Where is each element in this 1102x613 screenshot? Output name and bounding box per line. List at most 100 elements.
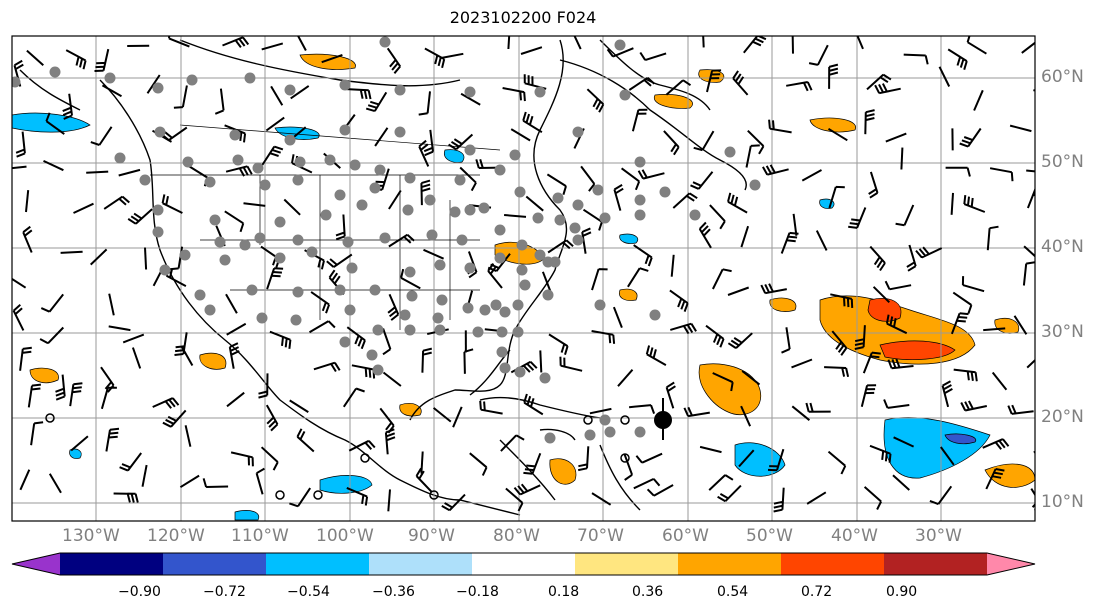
wind-barb-icon <box>900 147 904 170</box>
station-dot-icon <box>552 192 564 204</box>
station-dot-icon <box>619 89 631 101</box>
wind-barb-icon <box>862 351 881 374</box>
lon-label: 30°W <box>915 526 962 546</box>
wind-barb-icon <box>986 225 999 251</box>
wind-barb-icon <box>291 154 313 174</box>
station-dot-icon <box>434 324 446 336</box>
lon-label: 50°W <box>746 526 793 546</box>
station-dot-icon <box>499 362 511 374</box>
wind-barb-icon <box>94 48 110 72</box>
wind-barb-icon <box>40 293 64 313</box>
lon-label: 120°W <box>147 526 205 546</box>
wind-barb-icon <box>1013 315 1028 335</box>
wind-barb-icon <box>1026 187 1035 209</box>
wind-barb-icon <box>452 406 463 428</box>
station-dot-icon <box>366 349 378 361</box>
wind-barb-icon <box>893 436 915 448</box>
wind-barb-icon <box>903 53 929 65</box>
wind-barb-icon <box>43 159 64 172</box>
wind-barb-icon <box>346 88 372 100</box>
wind-barb-icon <box>507 36 511 50</box>
wind-barb-icon <box>418 91 431 116</box>
lon-label: 40°W <box>831 526 878 546</box>
station-dot-icon <box>274 252 286 264</box>
wind-barb-icon <box>465 251 478 279</box>
wind-barb-icon <box>706 69 722 93</box>
lat-label: 60°N <box>1041 67 1084 87</box>
wind-barb-icon <box>384 428 396 455</box>
wind-barb-icon <box>418 139 430 167</box>
wind-barb-icon <box>747 129 765 155</box>
wind-barb-icon <box>884 280 912 291</box>
wind-barb-icon <box>131 347 142 369</box>
wind-barb-icon <box>791 36 795 54</box>
wind-barb-icon <box>326 253 353 268</box>
colorbar-segment <box>163 553 267 575</box>
station-dot-icon <box>432 312 444 324</box>
wind-barb-icon <box>289 399 309 413</box>
wind-barb-icon <box>854 325 866 350</box>
wind-barb-icon <box>915 246 943 259</box>
colorbar-tick: 0.18 <box>548 584 580 600</box>
wind-barb-icon <box>982 438 1010 450</box>
wind-barb-icon <box>546 173 567 195</box>
wind-barb-icon <box>868 171 879 199</box>
wind-barb-icon <box>243 202 266 207</box>
wind-barb-icon <box>863 486 882 510</box>
wind-barb-icon <box>374 127 389 147</box>
wind-barb-icon <box>423 129 434 157</box>
station-dot-icon <box>214 236 226 248</box>
wind-barb-icon <box>1023 245 1035 258</box>
wind-barb-icon <box>224 210 245 233</box>
station-dot-icon <box>494 224 506 236</box>
wind-barb-icon <box>90 126 113 146</box>
station-dot-icon <box>49 66 61 78</box>
station-dot-icon <box>204 176 216 188</box>
wind-barb-icon <box>760 283 787 295</box>
station-dot-icon <box>369 284 381 296</box>
wind-barb-icon <box>420 179 431 206</box>
wind-barb-icon <box>848 207 867 229</box>
station-dot-icon <box>572 199 584 211</box>
station-dot-icon <box>516 264 528 276</box>
wind-barb-icon <box>180 345 194 366</box>
station-dot-icon <box>464 262 476 274</box>
wind-barb-icon <box>768 119 792 134</box>
station-dot-icon <box>424 194 436 206</box>
wind-barb-icon <box>591 330 616 344</box>
wind-barb-icon <box>827 450 847 475</box>
wind-barb-icon <box>70 435 89 452</box>
station-dot-icon <box>449 206 461 218</box>
wind-barb-icon <box>65 49 87 70</box>
wind-barb-icon <box>709 204 726 230</box>
station-dot-icon <box>372 324 384 336</box>
wind-barb-icon <box>258 373 269 399</box>
wind-barb-icon <box>260 446 279 471</box>
wind-barb-icon <box>108 293 115 316</box>
station-dot-icon <box>599 414 611 426</box>
station-dot-icon <box>394 126 406 138</box>
wind-barb-icon <box>950 192 954 215</box>
wind-barb-icon <box>448 133 474 151</box>
station-dot-icon <box>219 254 231 266</box>
station-dot-icon <box>634 426 646 438</box>
wind-barb-icon <box>270 85 284 106</box>
colorbar-tick: 0.54 <box>717 584 749 600</box>
station-dot-icon <box>634 156 646 168</box>
station-dot-icon <box>284 134 296 146</box>
wind-barb-icon <box>828 185 845 209</box>
station-dot-icon <box>182 156 194 168</box>
wind-barb-icon <box>173 85 188 109</box>
wind-barb-icon <box>577 446 590 472</box>
station-dot-icon <box>342 236 354 248</box>
wind-barb-icon <box>15 131 26 158</box>
wind-barb-icon <box>945 166 971 177</box>
wind-barb-icon <box>523 74 547 90</box>
wind-barb-icon <box>335 214 346 241</box>
wind-barb-icon <box>141 464 148 487</box>
wind-barb-icon <box>22 225 33 253</box>
station-dot-icon <box>534 86 546 98</box>
wind-barb-icon <box>740 405 752 427</box>
wind-barb-icon <box>805 402 831 413</box>
lon-label: 110°W <box>231 526 289 546</box>
